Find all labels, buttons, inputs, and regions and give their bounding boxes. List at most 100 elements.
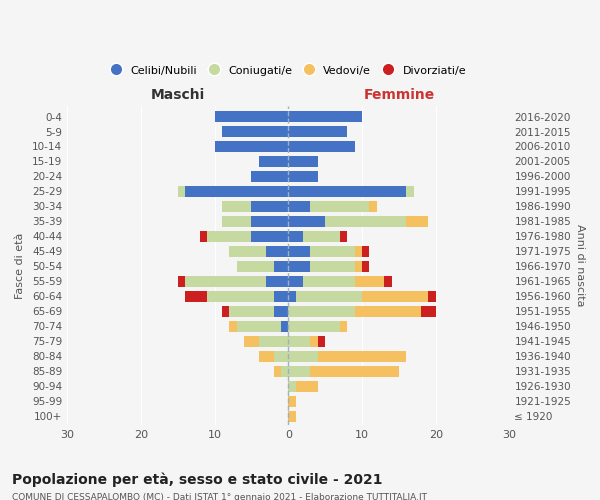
Bar xyxy=(288,306,421,317)
Bar xyxy=(288,171,318,182)
Bar xyxy=(222,126,288,137)
Bar xyxy=(229,306,288,317)
Bar xyxy=(185,186,288,197)
Bar xyxy=(259,350,288,362)
Bar xyxy=(222,216,288,227)
Bar xyxy=(288,231,347,242)
Bar xyxy=(288,350,406,362)
Bar xyxy=(222,201,288,212)
Bar xyxy=(288,366,399,377)
Bar xyxy=(288,260,310,272)
Bar xyxy=(288,186,406,197)
Bar xyxy=(288,141,355,152)
Bar xyxy=(288,231,340,242)
Y-axis label: Anni di nascita: Anni di nascita xyxy=(575,224,585,307)
Bar xyxy=(288,320,340,332)
Bar xyxy=(288,260,362,272)
Bar xyxy=(215,141,288,152)
Bar xyxy=(229,246,288,257)
Bar xyxy=(288,216,406,227)
Bar xyxy=(222,126,288,137)
Bar xyxy=(288,126,347,137)
Bar xyxy=(281,320,288,332)
Bar xyxy=(222,201,288,212)
Bar xyxy=(288,201,377,212)
Bar xyxy=(288,336,325,347)
Bar xyxy=(178,186,288,197)
Bar xyxy=(222,216,288,227)
Bar xyxy=(229,320,288,332)
Bar xyxy=(200,231,288,242)
Bar xyxy=(288,111,362,122)
Bar xyxy=(185,276,288,287)
Bar xyxy=(259,336,288,347)
Bar xyxy=(288,396,296,407)
Bar xyxy=(229,246,288,257)
Bar xyxy=(288,276,355,287)
Bar xyxy=(288,201,370,212)
Bar xyxy=(288,201,377,212)
Bar xyxy=(236,260,288,272)
Y-axis label: Fasce di età: Fasce di età xyxy=(15,232,25,299)
Bar xyxy=(288,156,318,167)
Bar xyxy=(288,141,355,152)
Bar xyxy=(251,171,288,182)
Bar xyxy=(266,246,288,257)
Bar xyxy=(259,156,288,167)
Bar xyxy=(288,156,318,167)
Bar xyxy=(274,290,288,302)
Bar xyxy=(288,216,428,227)
Bar xyxy=(215,111,288,122)
Bar xyxy=(215,111,288,122)
Text: COMUNE DI CESSAPALOMBO (MC) - Dati ISTAT 1° gennaio 2021 - Elaborazione TUTTITAL: COMUNE DI CESSAPALOMBO (MC) - Dati ISTAT… xyxy=(12,492,427,500)
Bar xyxy=(215,141,288,152)
Bar xyxy=(288,171,318,182)
Bar xyxy=(288,141,355,152)
Bar xyxy=(251,171,288,182)
Bar xyxy=(288,171,318,182)
Bar xyxy=(215,141,288,152)
Bar xyxy=(288,111,362,122)
Bar xyxy=(178,276,288,287)
Bar xyxy=(274,366,288,377)
Bar xyxy=(288,186,413,197)
Bar xyxy=(288,126,347,137)
Bar xyxy=(251,216,288,227)
Bar xyxy=(288,156,318,167)
Bar xyxy=(222,126,288,137)
Bar xyxy=(288,141,355,152)
Bar xyxy=(288,276,303,287)
Bar xyxy=(288,396,296,407)
Text: Maschi: Maschi xyxy=(151,88,205,102)
Bar xyxy=(288,216,325,227)
Bar xyxy=(288,320,347,332)
Bar xyxy=(215,111,288,122)
Bar xyxy=(178,186,288,197)
Legend: Celibi/Nubili, Coniugati/e, Vedovi/e, Divorziati/e: Celibi/Nubili, Coniugati/e, Vedovi/e, Di… xyxy=(106,60,470,80)
Bar xyxy=(288,156,318,167)
Bar xyxy=(288,290,436,302)
Bar xyxy=(207,231,288,242)
Bar xyxy=(251,171,288,182)
Bar xyxy=(259,156,288,167)
Bar xyxy=(288,290,428,302)
Bar xyxy=(251,231,288,242)
Bar xyxy=(288,410,296,422)
Bar xyxy=(236,260,288,272)
Bar xyxy=(288,260,370,272)
Bar xyxy=(288,126,347,137)
Bar xyxy=(236,320,288,332)
Bar xyxy=(288,336,310,347)
Text: Femmine: Femmine xyxy=(363,88,434,102)
Bar xyxy=(288,290,296,302)
Bar xyxy=(288,350,318,362)
Bar xyxy=(288,186,413,197)
Bar xyxy=(266,276,288,287)
Bar xyxy=(251,201,288,212)
Bar xyxy=(222,201,288,212)
Bar xyxy=(274,366,288,377)
Bar xyxy=(288,380,296,392)
Bar xyxy=(288,111,362,122)
Bar xyxy=(207,231,288,242)
Bar xyxy=(288,320,347,332)
